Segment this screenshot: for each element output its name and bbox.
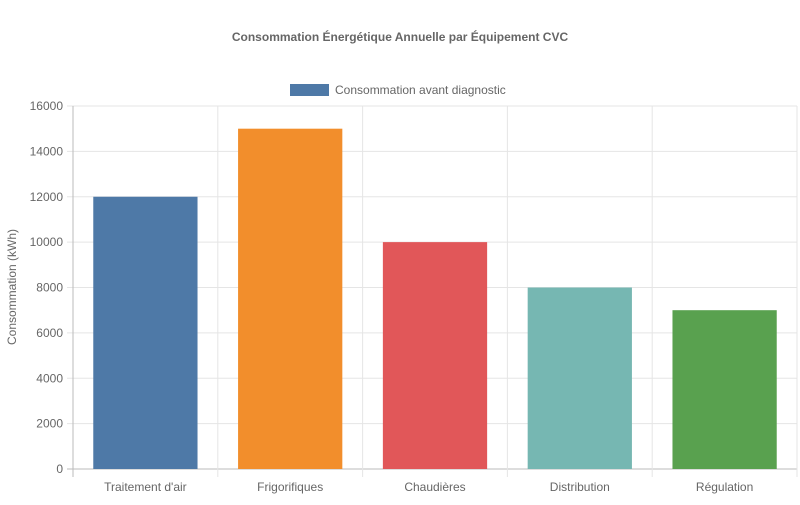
legend-label: Consommation avant diagnostic — [335, 83, 506, 97]
bar-5 — [672, 310, 777, 469]
y-tick-label: 2000 — [36, 417, 63, 431]
y-tick-label: 16000 — [30, 99, 64, 113]
y-axis-ticks: 0 2000 4000 6000 8000 10000 12000 14000 16000 — [30, 99, 64, 476]
bars — [93, 128, 777, 469]
y-tick-label: 0 — [56, 462, 63, 476]
y-tick-label: 4000 — [36, 371, 63, 385]
y-tick-label: 8000 — [36, 281, 63, 295]
legend[interactable]: Consommation avant diagnostic — [290, 83, 506, 97]
x-tick-label: Traitement d'air — [104, 480, 187, 494]
y-tick-label: 12000 — [30, 190, 64, 204]
y-tick-label: 6000 — [36, 326, 63, 340]
y-tick-label: 10000 — [30, 235, 64, 249]
x-tick-label: Chaudières — [404, 480, 465, 494]
bar-3 — [382, 242, 488, 469]
x-tick-label: Régulation — [696, 480, 753, 494]
bar-1 — [93, 196, 198, 469]
x-tick-label: Distribution — [550, 480, 610, 494]
y-tick-label: 14000 — [30, 144, 64, 158]
y-axis-label: Consommation (kWh) — [5, 229, 19, 345]
x-tick-label: Frigorifiques — [257, 480, 323, 494]
bar-2 — [238, 128, 343, 469]
bar-4 — [527, 287, 632, 469]
chart-title: Consommation Énergétique Annuelle par Éq… — [232, 29, 569, 44]
legend-swatch — [290, 84, 329, 96]
x-axis-ticks: Traitement d'air Frigorifiques Chaudières D… — [104, 480, 753, 494]
